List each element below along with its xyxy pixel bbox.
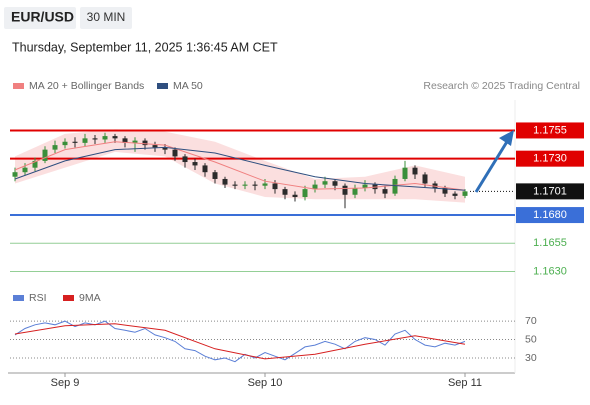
candle-body (72, 141, 78, 143)
candle-body (462, 191, 468, 196)
candle-body (442, 187, 448, 194)
forecast-arrow-head (499, 130, 514, 146)
candle-body (162, 147, 168, 150)
candle-body (62, 141, 68, 146)
candle-body (282, 189, 288, 195)
candle-body (222, 178, 228, 185)
x-tick-label: Sep 9 (51, 377, 80, 389)
x-tick-label: Sep 10 (248, 377, 283, 389)
candle-body (362, 184, 368, 188)
legend-label: RSI (29, 292, 47, 304)
candle-body (382, 189, 388, 194)
symbol-pill (4, 7, 76, 29)
level-label: 1.1730 (533, 153, 567, 165)
candle-body (272, 183, 278, 190)
level-label-box (516, 122, 584, 139)
candle-body (392, 178, 398, 194)
level-label: 1.1755 (533, 124, 567, 136)
level-label: 1.1630 (533, 265, 567, 277)
candle-body (242, 184, 248, 186)
candle-body (32, 160, 38, 168)
bollinger-band (15, 129, 465, 203)
candle-body (182, 156, 188, 163)
candle-body (12, 172, 18, 177)
level-label: 1.1655 (533, 237, 567, 249)
symbol: EUR/USD (11, 9, 74, 25)
level-label: 1.1680 (533, 209, 567, 221)
rsi-line (14, 323, 466, 360)
candle-body (352, 187, 358, 195)
candle-body (342, 185, 348, 195)
timestamp: Thursday, September 11, 2025 1:36:45 AM … (12, 40, 278, 54)
ma-line (14, 146, 466, 191)
level-label-box (516, 183, 584, 200)
level-label-box (516, 150, 584, 167)
candle-body (332, 181, 338, 186)
level-label: 1.1701 (533, 185, 567, 197)
candle-body (212, 172, 218, 179)
candle-body (152, 145, 158, 148)
timeframe-pill (80, 7, 132, 29)
candle-body (402, 167, 408, 179)
credit: Research © 2025 Trading Central (423, 80, 580, 92)
legend-swatch (157, 83, 168, 89)
candle-body (22, 167, 28, 173)
timeframe: 30 MIN (87, 10, 126, 24)
candle-body (252, 184, 258, 186)
candle-body (302, 189, 308, 198)
level-label-box (516, 207, 584, 224)
legend-swatch (63, 295, 74, 301)
y-tick-label: 70 (525, 315, 537, 327)
legend-swatch (13, 295, 24, 301)
candle-body (122, 138, 128, 143)
ma-line (14, 141, 466, 191)
candle-body (232, 184, 238, 186)
candle-body (202, 165, 208, 173)
y-tick-label: 30 (525, 352, 537, 364)
candle-body (102, 136, 108, 140)
candle-body (322, 181, 328, 185)
candle-body (422, 174, 428, 184)
legend-label: MA 20 + Bollinger Bands (29, 80, 144, 92)
legend-label: 9MA (79, 292, 101, 304)
legend-swatch (13, 83, 24, 89)
candle-body (42, 149, 48, 161)
y-tick-label: 50 (525, 333, 537, 345)
forecast-arrow (474, 139, 510, 193)
candle-body (82, 138, 88, 143)
candle-body (192, 162, 198, 166)
legend-label: MA 50 (173, 80, 203, 92)
candle-body (292, 194, 298, 198)
candle-body (112, 136, 118, 139)
candle-body (312, 184, 318, 190)
candle-body (92, 138, 98, 140)
candle-body (262, 183, 268, 186)
x-tick-label: Sep 11 (448, 377, 482, 389)
candle-body (52, 145, 58, 150)
candle-body (172, 149, 178, 157)
candle-body (412, 167, 418, 175)
candle-body (132, 140, 138, 143)
candle-body (142, 140, 148, 146)
candle-body (452, 193, 458, 196)
